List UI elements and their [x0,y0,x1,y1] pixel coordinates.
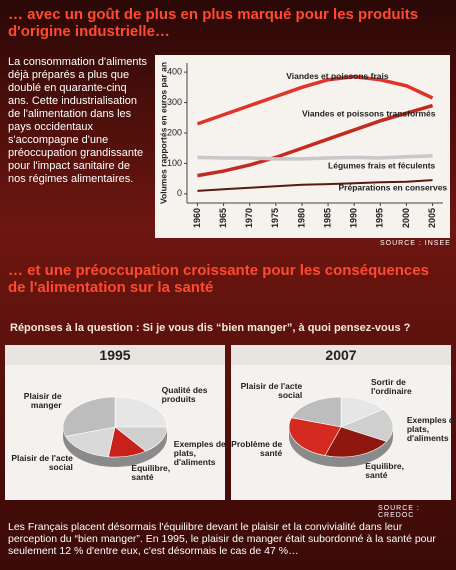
x-tick-label: 1960 [192,208,202,228]
x-tick-label: 1970 [244,208,254,228]
x-tick-label: 1995 [375,208,385,228]
pie-label: Plaisir de l'acte social [11,453,73,473]
pie-slice [114,426,168,452]
pie-slice [65,426,116,458]
pie-label: Problème de santé [231,438,283,458]
pie-label: Sortir de l'ordinaire [370,377,412,396]
line-chart: Volumes rapportés en euros par an 0 100 200… [155,55,450,238]
pie-panel: 2007 Sortir de l'ordinaire Exemples de pla… [231,345,456,500]
pie-title: 1995 [5,345,225,365]
y-tick-label: 0 [177,188,182,198]
pie-slice [288,417,342,456]
pie [62,396,168,467]
question: Réponses à la question : Si je vous dis … [10,322,411,334]
x-tick-label: 1990 [349,208,359,228]
pie-title: 2007 [231,345,451,365]
pie-label: Plaisir de l'acte social [240,380,303,400]
source: SOURCE : CREDOC [378,505,420,519]
source: SOURCE : INSEE [380,240,451,247]
intro-text: La consommation d'aliments déjà préparés… [8,56,148,185]
y-tick-label: 300 [167,97,182,107]
series-label: Viandes et poissons transformés [302,108,436,118]
heading: … avec un goût de plus en plus marqué po… [8,6,419,40]
x-tick-label: 1980 [296,208,306,228]
pie-slice [340,396,384,428]
heading: … et une préoccupation croissante pour l… [8,262,429,296]
x-tick-label: 2005 [427,208,437,228]
pie-slice [340,409,394,442]
series-line [196,74,434,126]
y-tick-label: 100 [167,158,182,168]
y-axis-title: Volumes rapportés en euros par an [158,62,168,204]
pie-slice [291,396,342,428]
x-tick-label: 2000 [401,208,411,228]
pie-label: Qualité des produits [161,385,208,405]
pie-label: Exemples de plats, d'aliments [173,438,226,467]
x-tick-label: 1985 [322,208,332,228]
pie-panel: 1995 Qualité des produits Exemples de plat… [5,345,226,500]
pie-label: Exemples de plats, d'aliments [406,415,456,444]
series-label: Légumes frais et féculents [328,161,436,171]
x-tick-label: 1965 [218,208,228,228]
pie-slice [62,396,116,437]
series-label: Viandes et poissons frais [286,71,389,81]
series-line [197,103,434,178]
series-line [197,179,433,192]
pie-slice [114,396,168,428]
pie [288,396,394,467]
y-tick-label: 400 [167,67,182,77]
conclusion-text: Les Français placent désormais l'équilib… [8,521,436,557]
series-label: Préparations en conserves [339,183,448,193]
series-line [197,154,433,161]
pie-label: Plaisir de manger [23,390,62,410]
y-tick-label: 200 [167,127,182,137]
pie-slice [324,426,388,458]
pie-label: Equilibre, santé [131,462,171,482]
pie-label: Equilibre, santé [365,460,405,480]
x-tick-label: 1975 [270,208,280,228]
